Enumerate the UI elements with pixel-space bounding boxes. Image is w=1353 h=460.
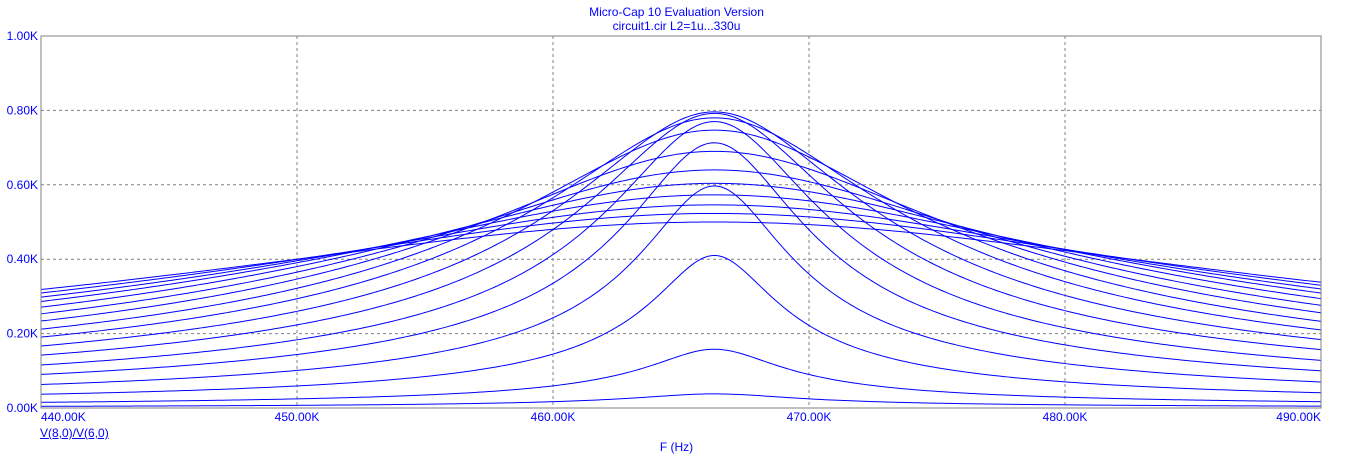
y-tick-label: 0.20K — [7, 327, 38, 341]
series-line — [40, 255, 1322, 395]
series-line — [40, 142, 1322, 375]
y-tick-label: 0.40K — [7, 252, 38, 266]
plot-frame — [40, 35, 1322, 409]
y-tick-label: 0.60K — [7, 178, 38, 192]
x-tick-label: 450.00K — [275, 410, 320, 424]
series-line — [40, 204, 1322, 298]
x-tick-label: 490.00K — [1276, 410, 1321, 424]
chart-title: Micro-Cap 10 Evaluation Version — [589, 5, 764, 19]
series-line — [40, 348, 1322, 403]
series-line — [40, 194, 1322, 302]
series-line — [40, 129, 1322, 330]
series-line — [40, 111, 1322, 347]
x-tick-label: 470.00K — [787, 410, 832, 424]
x-axis-label: F (Hz) — [659, 440, 694, 454]
y-tick-label: 0.80K — [7, 103, 38, 117]
chart-subtitle: circuit1.cir L2=1u...330u — [612, 19, 741, 33]
grid-lines — [41, 36, 1321, 408]
series-line — [40, 212, 1322, 294]
x-tick-label: 440.00K — [41, 410, 86, 424]
legend-expression[interactable]: V(8,0)/V(6,0) — [40, 426, 109, 440]
series-line — [40, 121, 1322, 366]
series-line — [40, 117, 1322, 338]
series-line — [40, 112, 1322, 356]
series-line — [40, 150, 1322, 322]
series-line — [40, 221, 1322, 290]
curve-group — [40, 111, 1322, 407]
x-tick-label: 460.00K — [531, 410, 576, 424]
y-tick-labels: 0.00K 0.20K 0.40K 0.60K 0.80K 1.00K — [7, 29, 38, 415]
series-line — [40, 182, 1322, 308]
series-line — [40, 169, 1322, 315]
y-tick-label: 1.00K — [7, 29, 38, 43]
x-tick-labels: 440.00K 450.00K 460.00K 470.00K 480.00K 490.0… — [41, 410, 1321, 424]
y-tick-label: 0.00K — [7, 401, 38, 415]
series-line — [40, 393, 1322, 407]
series-line — [40, 185, 1322, 385]
x-tick-label: 480.00K — [1043, 410, 1088, 424]
